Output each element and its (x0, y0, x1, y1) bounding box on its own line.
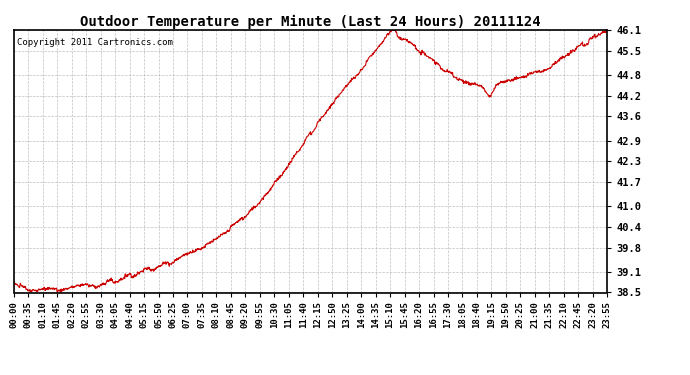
Text: Copyright 2011 Cartronics.com: Copyright 2011 Cartronics.com (17, 38, 172, 47)
Title: Outdoor Temperature per Minute (Last 24 Hours) 20111124: Outdoor Temperature per Minute (Last 24 … (80, 15, 541, 29)
